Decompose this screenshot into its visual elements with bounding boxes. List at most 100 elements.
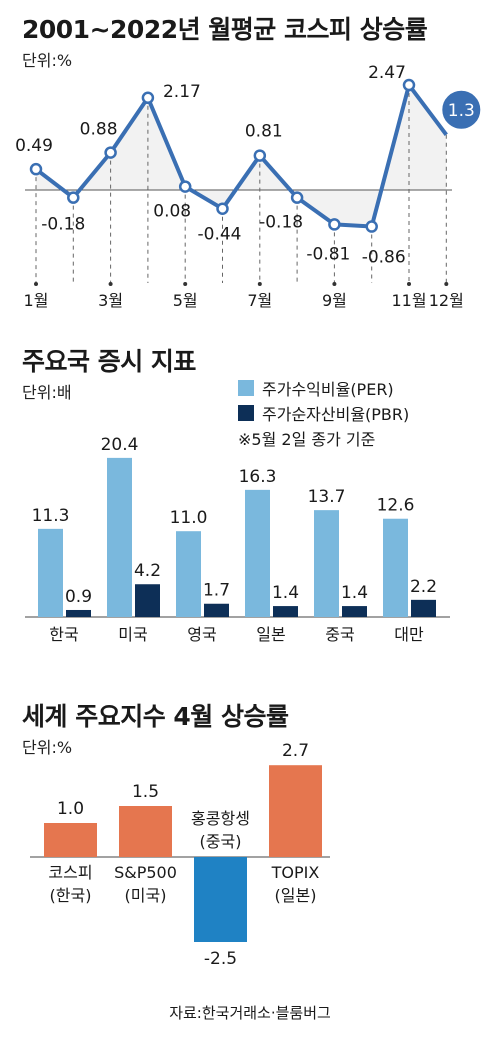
world-bar [194, 857, 247, 942]
world-bar [44, 823, 97, 857]
world-unit-label: 단위:% [22, 738, 73, 757]
data-label: 1.3 [448, 101, 475, 121]
pbr-bar [66, 609, 91, 617]
world-category-label: TOPIX [271, 863, 320, 882]
data-point [178, 180, 192, 193]
data-point [290, 191, 304, 204]
x-tick-label: 11월 [391, 291, 426, 310]
data-label: 0.49 [15, 136, 53, 156]
world-category-label: 홍콩항셍 [191, 809, 250, 828]
category-label: 미국 [118, 625, 147, 644]
world-bar [119, 806, 172, 857]
per-bar [245, 489, 270, 617]
per-value-label: 11.0 [170, 508, 208, 528]
data-point [141, 91, 155, 105]
data-label: -0.18 [41, 215, 85, 235]
per-bar [314, 510, 339, 617]
world-value-label: 2.7 [282, 741, 309, 761]
legend-label-per: 주가수익비율(PER) [262, 379, 394, 399]
pbr-bar [273, 606, 298, 617]
pbr-value-label: 4.2 [134, 561, 161, 581]
per-bar [107, 457, 132, 617]
category-label: 중국 [325, 625, 354, 644]
per-value-label: 16.3 [239, 467, 277, 487]
pbr-value-label: 1.7 [203, 581, 230, 601]
category-label: 영국 [187, 625, 216, 644]
data-point [365, 220, 378, 233]
legend-swatch-pbr [238, 404, 254, 421]
x-tick-label: 1월 [24, 291, 49, 310]
world-chart-title: 세계 주요지수 4월 상승률 [22, 702, 289, 731]
per-value-label: 12.6 [377, 496, 415, 516]
tick-dot [257, 282, 262, 286]
data-point [67, 191, 80, 204]
data-label: -0.81 [306, 244, 350, 264]
pbr-bar [411, 599, 436, 617]
world-category-label: (미국) [125, 886, 167, 905]
data-point [402, 78, 416, 92]
legend-item-pbr: 주가순자산비율(PBR) [238, 400, 409, 425]
indicators-legend: 주가수익비율(PER) 주가순자산비율(PBR) ※5월 2일 종가 기준 [238, 375, 409, 450]
tick-dot [108, 282, 113, 286]
indicators-note: ※5월 2일 종가 기준 [238, 429, 376, 449]
data-point [216, 202, 229, 215]
pbr-value-label: 2.2 [410, 577, 437, 597]
world-category-label: (중국) [200, 832, 242, 851]
world-value-label: 1.5 [132, 782, 159, 802]
data-label: 2.47 [368, 63, 406, 83]
world-value-label: 1.0 [57, 799, 84, 819]
pbr-value-label: 0.9 [65, 587, 92, 607]
category-label: 일본 [256, 625, 285, 644]
world-bar [269, 765, 322, 857]
tick-dot [183, 282, 188, 286]
kospi-unit-label: 단위:% [22, 51, 73, 70]
legend-label-pbr: 주가순자산비율(PBR) [262, 404, 410, 424]
legend-item-per: 주가수익비율(PER) [238, 375, 409, 400]
kospi-chart-title: 2001~2022년 월평균 코스피 상승률 [22, 15, 428, 44]
x-tick-label: 7월 [247, 291, 272, 310]
tick-dot [34, 282, 38, 286]
per-value-label: 20.4 [101, 435, 139, 455]
data-label: 0.81 [245, 122, 283, 142]
tick-dot [407, 282, 411, 286]
per-bar [38, 528, 63, 617]
pbr-value-label: 1.4 [341, 583, 368, 603]
per-bar [176, 531, 201, 617]
indicators-chart-title: 주요국 증시 지표 [22, 347, 196, 376]
category-label: 한국 [49, 625, 78, 644]
data-label: 0.88 [80, 120, 118, 140]
data-point [29, 162, 43, 176]
data-label: 2.17 [163, 82, 201, 102]
world-category-label: 코스피 [48, 863, 92, 882]
data-label: -0.44 [198, 225, 242, 245]
tick-dot [332, 282, 337, 286]
pbr-bar [135, 584, 160, 617]
x-tick-label: 9월 [322, 291, 347, 310]
data-point [328, 218, 341, 231]
line-area-fill [36, 85, 447, 227]
kospi-line [34, 83, 448, 229]
per-bar [383, 518, 408, 617]
data-point [253, 149, 267, 162]
legend-swatch-per [238, 379, 254, 396]
tick-dot [444, 282, 449, 286]
world-bar-chart: 1.0 코스피 (한국) 1.5 S&P500 (미국) -2.5 홍콩항셍 (중국) 2.7 TO… [30, 741, 330, 969]
x-tick-label: 12월 [429, 291, 464, 310]
world-category-label: (일본) [275, 886, 317, 905]
world-value-label: -2.5 [204, 949, 237, 969]
x-tick-label: 5월 [173, 291, 198, 310]
per-value-label: 13.7 [308, 487, 346, 507]
data-label: 0.08 [153, 202, 191, 222]
world-category-label: (한국) [50, 886, 92, 905]
pbr-bar [342, 606, 367, 617]
per-value-label: 11.3 [32, 506, 70, 526]
world-category-label: S&P500 [114, 863, 177, 882]
category-label: 대만 [394, 625, 424, 644]
kospi-line-chart: 1.30.49-0.180.882.170.08-0.440.81-0.18-0… [15, 63, 483, 310]
indicators-unit-label: 단위:배 [22, 383, 72, 402]
x-tick-label: 3월 [98, 291, 123, 310]
data-label: -0.86 [362, 248, 406, 268]
indicators-bar-chart: 11.3 0.9 한국 20.4 4.2 미국 11.0 1.7 영국 16.3 1.4 일본 13.7… [25, 435, 450, 644]
source-note: 자료:한국거래소·블룸버그 [169, 1004, 331, 1022]
highlight-point [440, 88, 483, 131]
